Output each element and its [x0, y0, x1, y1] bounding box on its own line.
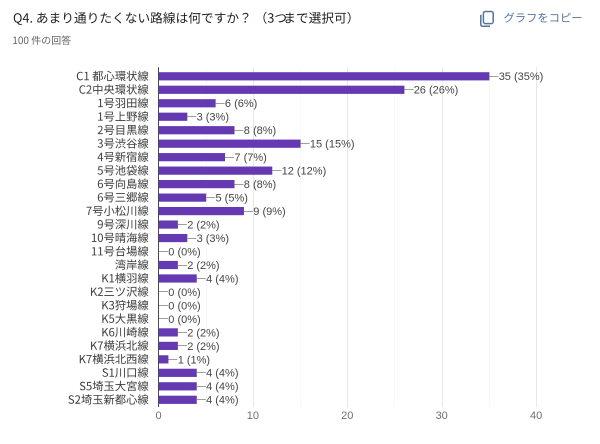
svg-text:8 (8%): 8 (8%): [244, 125, 276, 137]
svg-text:15 (15%): 15 (15%): [310, 139, 355, 151]
svg-text:26 (26%): 26 (26%): [414, 85, 459, 97]
svg-text:0 (0%): 0 (0%): [168, 246, 200, 258]
svg-text:0: 0: [155, 410, 161, 422]
svg-text:0 (0%): 0 (0%): [168, 314, 200, 326]
svg-text:30: 30: [436, 410, 448, 422]
svg-text:3 (3%): 3 (3%): [197, 112, 229, 124]
svg-text:4 (4%): 4 (4%): [206, 381, 238, 393]
svg-text:1 (1%): 1 (1%): [178, 354, 210, 366]
svg-text:4 (4%): 4 (4%): [206, 273, 238, 285]
svg-text:2 (2%): 2 (2%): [187, 260, 219, 272]
svg-text:7 (7%): 7 (7%): [234, 152, 266, 164]
svg-text:6 (6%): 6 (6%): [225, 98, 257, 110]
svg-text:12 (12%): 12 (12%): [282, 166, 327, 178]
svg-text:0 (0%): 0 (0%): [168, 287, 200, 299]
svg-text:40: 40: [530, 410, 542, 422]
svg-text:2 (2%): 2 (2%): [187, 219, 219, 231]
svg-text:2 (2%): 2 (2%): [187, 327, 219, 339]
svg-text:10: 10: [247, 410, 259, 422]
svg-text:0 (0%): 0 (0%): [168, 300, 200, 312]
svg-text:9 (9%): 9 (9%): [253, 206, 285, 218]
svg-text:3 (3%): 3 (3%): [197, 233, 229, 245]
svg-text:2 (2%): 2 (2%): [187, 341, 219, 353]
svg-text:35 (35%): 35 (35%): [499, 71, 544, 83]
svg-text:4 (4%): 4 (4%): [206, 395, 238, 407]
svg-text:20: 20: [341, 410, 353, 422]
svg-text:4 (4%): 4 (4%): [206, 368, 238, 380]
svg-text:5 (5%): 5 (5%): [216, 193, 248, 205]
svg-text:8 (8%): 8 (8%): [244, 179, 276, 191]
